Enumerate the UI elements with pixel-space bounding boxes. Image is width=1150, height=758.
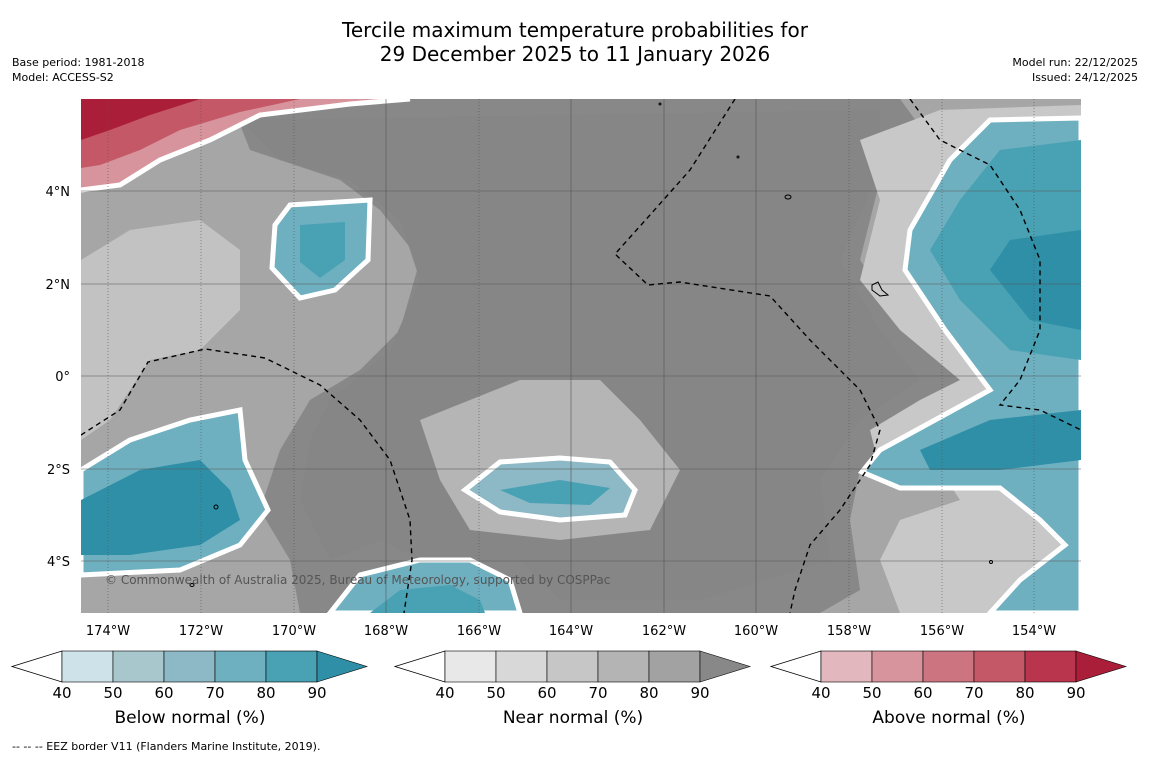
issued-date: Issued: 24/12/2025: [1031, 71, 1138, 84]
colorbar-segment: [922, 650, 975, 683]
lon-label: 166°W: [457, 624, 501, 639]
above-normal-nw-90: [81, 99, 200, 140]
colorbar-segment: [316, 650, 369, 683]
colorbar-segment: [265, 650, 318, 683]
lat-label: 2°N: [46, 278, 71, 293]
lon-label: 170°W: [272, 624, 316, 639]
cb-tick: 90: [1066, 684, 1086, 702]
cb-tick: 70: [964, 684, 984, 702]
map-area: © Commonwealth of Australia 2025, Bureau…: [81, 99, 1081, 613]
eez-west: [81, 348, 413, 613]
colorbar-segment: [495, 650, 548, 683]
cb-tick: 70: [205, 684, 225, 702]
lat-label: 4°S: [47, 555, 70, 570]
colorbar-segment: [1024, 650, 1077, 683]
model-name: Model: ACCESS-S2: [12, 71, 114, 84]
meta-right: Model run: 22/12/2025 Issued: 24/12/2025: [1012, 55, 1138, 85]
below-normal-centre-80: [500, 480, 610, 505]
lon-label: 154°W: [1012, 624, 1056, 639]
cb-tick: 90: [307, 684, 327, 702]
model-run: Model run: 22/12/2025: [1012, 56, 1138, 69]
chart-title: Tercile maximum temperature probabilitie…: [0, 18, 1150, 66]
eez-east: [909, 99, 1081, 431]
colorbar-segment: [61, 650, 114, 683]
eez-central: [614, 99, 881, 613]
colorbar-extend-low: [769, 650, 822, 683]
cb-tick: 60: [154, 684, 174, 702]
below-normal-blob-north-80: [300, 222, 345, 278]
colorbar-extend-low: [10, 650, 63, 683]
cb-tick: 50: [862, 684, 882, 702]
below-normal-east-south-90: [920, 410, 1081, 470]
lon-label: 156°W: [920, 624, 964, 639]
colorbar-segment: [973, 650, 1026, 683]
below-normal-east-90: [990, 230, 1081, 330]
eez-borders: [81, 99, 1081, 613]
lat-label: 2°S: [47, 463, 70, 478]
colorbar-caption-above: Above normal (%): [872, 708, 1026, 728]
colorbar-segment: [820, 650, 873, 683]
colorbar-segment: [444, 650, 497, 683]
colorbar-segment: [214, 650, 267, 683]
cb-tick: 80: [1015, 684, 1035, 702]
colorbars: [10, 650, 1128, 683]
colorbar-extend-low: [393, 650, 446, 683]
above-normal-boundary: [81, 99, 411, 193]
base-period: Base period: 1981-2018: [12, 56, 145, 69]
cb-tick: 50: [103, 684, 123, 702]
colorbar-segment: [163, 650, 216, 683]
lat-gridlines: [81, 190, 1081, 562]
eez-footnote: -- -- -- EEZ border V11 (Flanders Marine…: [12, 740, 321, 753]
near-normal-70-west: [81, 220, 240, 440]
lon-label: 174°W: [86, 624, 130, 639]
lat-label: 0°: [55, 370, 70, 385]
lon-label: 172°W: [179, 624, 223, 639]
lon-label: 164°W: [549, 624, 593, 639]
cb-tick: 80: [256, 684, 276, 702]
lon-label: 168°W: [364, 624, 408, 639]
colorbar-caption-below: Below normal (%): [114, 708, 266, 728]
cb-tick: 70: [588, 684, 608, 702]
cb-tick: 80: [639, 684, 659, 702]
lon-label: 160°W: [734, 624, 778, 639]
meta-left: Base period: 1981-2018 Model: ACCESS-S2: [12, 55, 144, 85]
cb-tick: 40: [52, 684, 72, 702]
colorbar-segment: [597, 650, 650, 683]
colorbar-segment: [112, 650, 165, 683]
lat-axis-labels: 4°N 2°N 0° 2°S 4°S: [46, 185, 71, 570]
near-normal-inner: [240, 110, 920, 600]
colorbar-segment: [699, 650, 752, 683]
colorbar-caption-near: Near normal (%): [502, 708, 644, 728]
copyright-text: © Commonwealth of Australia 2025, Bureau…: [105, 573, 610, 587]
below-normal-south-80: [370, 585, 485, 613]
lon-gridlines: [107, 99, 1035, 613]
title-line-2: 29 December 2025 to 11 January 2026: [379, 42, 771, 66]
colorbar-segment: [648, 650, 701, 683]
colorbar-segment: [871, 650, 924, 683]
below-normal-sw-90: [81, 460, 240, 555]
colorbar-segment: [546, 650, 599, 683]
cb-tick: 40: [435, 684, 455, 702]
islands: [189, 102, 993, 587]
lon-label: 158°W: [827, 624, 871, 639]
cb-tick: 60: [537, 684, 557, 702]
lon-axis-labels: 174°W 172°W 170°W 168°W 166°W 164°W 162°…: [86, 624, 1056, 639]
cb-tick: 40: [811, 684, 831, 702]
title-line-1: Tercile maximum temperature probabilitie…: [342, 18, 808, 42]
lat-label: 4°N: [46, 185, 71, 200]
cb-tick: 60: [913, 684, 933, 702]
lon-label: 162°W: [642, 624, 686, 639]
colorbar-segment: [1075, 650, 1128, 683]
cb-tick: 90: [690, 684, 710, 702]
cb-tick: 50: [486, 684, 506, 702]
